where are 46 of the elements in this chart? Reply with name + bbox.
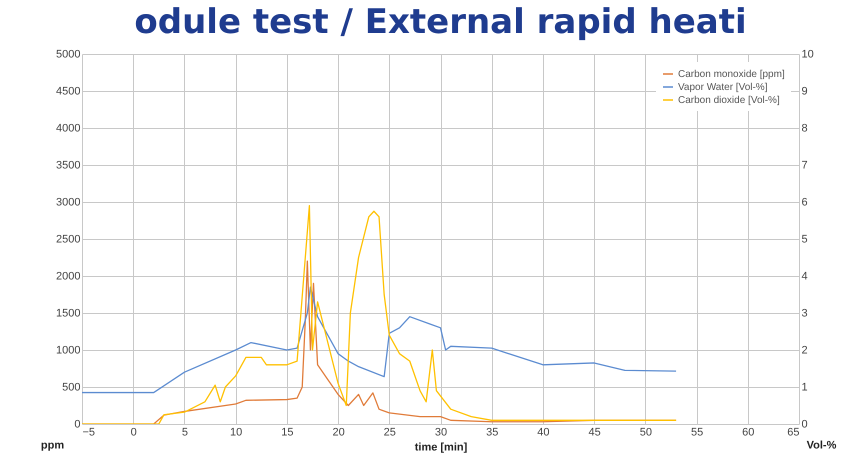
y-tick-label: 2500 (56, 234, 80, 246)
y2-axis-title: Vol-% (806, 440, 837, 452)
y-tick-label: 1500 (56, 308, 80, 320)
y-tick-label: 2000 (56, 270, 80, 282)
x-tick-label: 45 (588, 426, 601, 438)
x-axis-title: time [min] (414, 442, 468, 454)
legend-label: Carbon monoxide [ppm] (678, 69, 785, 80)
x-tick-label: 65 (787, 426, 800, 438)
x-tick-label: 10 (230, 426, 242, 438)
y2-tick-label: 0 (802, 418, 808, 430)
line-series (82, 286, 677, 394)
y2-tick-label: 1 (802, 382, 808, 394)
y2-tick-label: 7 (802, 160, 808, 172)
x-tick-label: 35 (486, 426, 498, 438)
y2-tick-label: 3 (802, 308, 808, 320)
y-tick-label: 4500 (56, 86, 80, 98)
y-tick-label: 3000 (56, 196, 80, 208)
y2-tick-label: 9 (802, 86, 808, 98)
x-tick-label: 5 (182, 426, 188, 438)
x-tick-label: 0 (130, 426, 137, 438)
y2-tick-label: 5 (802, 234, 808, 246)
y2-tick-label: 4 (802, 270, 808, 282)
y2-tick-label: 2 (802, 344, 808, 356)
legend-label: Carbon dioxide [Vol-%] (678, 95, 780, 106)
x-tick-label: 40 (537, 426, 550, 438)
y-tick-label: 1000 (56, 344, 80, 356)
chart-title: odule test / External rapid heati (134, 2, 747, 42)
legend-label: Vapor Water [Vol-%] (678, 82, 768, 93)
y-tick-label: 4000 (56, 122, 80, 134)
x-tick-label: 60 (742, 426, 754, 438)
x-tick-label: 55 (690, 426, 704, 438)
x-tick-label: 30 (434, 426, 448, 438)
y-axis-title: ppm (40, 440, 64, 452)
y-tick-label: 0 (74, 418, 80, 430)
y-tick-label: 500 (62, 382, 80, 394)
y2-tick-label: 8 (802, 122, 808, 134)
y2-tick-label: 10 (802, 48, 814, 60)
x-tick-label: 50 (640, 426, 652, 438)
x-tick-label: 15 (281, 426, 294, 438)
y-tick-label: 3500 (56, 160, 80, 172)
y-tick-label: 5000 (56, 48, 80, 60)
x-tick-label: 20 (332, 426, 345, 438)
line-series (82, 205, 677, 424)
y2-tick-label: 6 (802, 196, 808, 208)
x-tick-label: 25 (384, 426, 396, 438)
x-tick-label: −5 (82, 426, 96, 438)
